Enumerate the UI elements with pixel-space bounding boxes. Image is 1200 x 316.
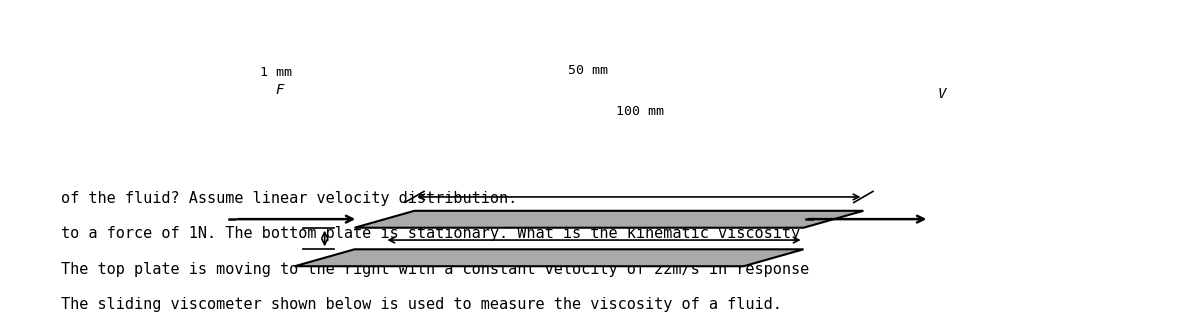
Text: 1 mm: 1 mm xyxy=(260,66,293,79)
Text: V: V xyxy=(937,87,946,101)
Text: F: F xyxy=(275,83,283,97)
Polygon shape xyxy=(354,211,863,228)
Text: The sliding viscometer shown below is used to measure the viscosity of a fluid.: The sliding viscometer shown below is us… xyxy=(61,297,782,312)
Polygon shape xyxy=(295,249,804,266)
Text: 50 mm: 50 mm xyxy=(568,64,608,77)
Text: to a force of 1N. The bottom plate is stationary. What is the kinematic viscosit: to a force of 1N. The bottom plate is st… xyxy=(61,226,800,241)
Text: of the fluid? Assume linear velocity distribution.: of the fluid? Assume linear velocity dis… xyxy=(61,191,517,206)
Text: The top plate is moving to the right with a constant velocity of 22m/s in respon: The top plate is moving to the right wit… xyxy=(61,262,810,276)
Text: 100 mm: 100 mm xyxy=(616,106,664,118)
